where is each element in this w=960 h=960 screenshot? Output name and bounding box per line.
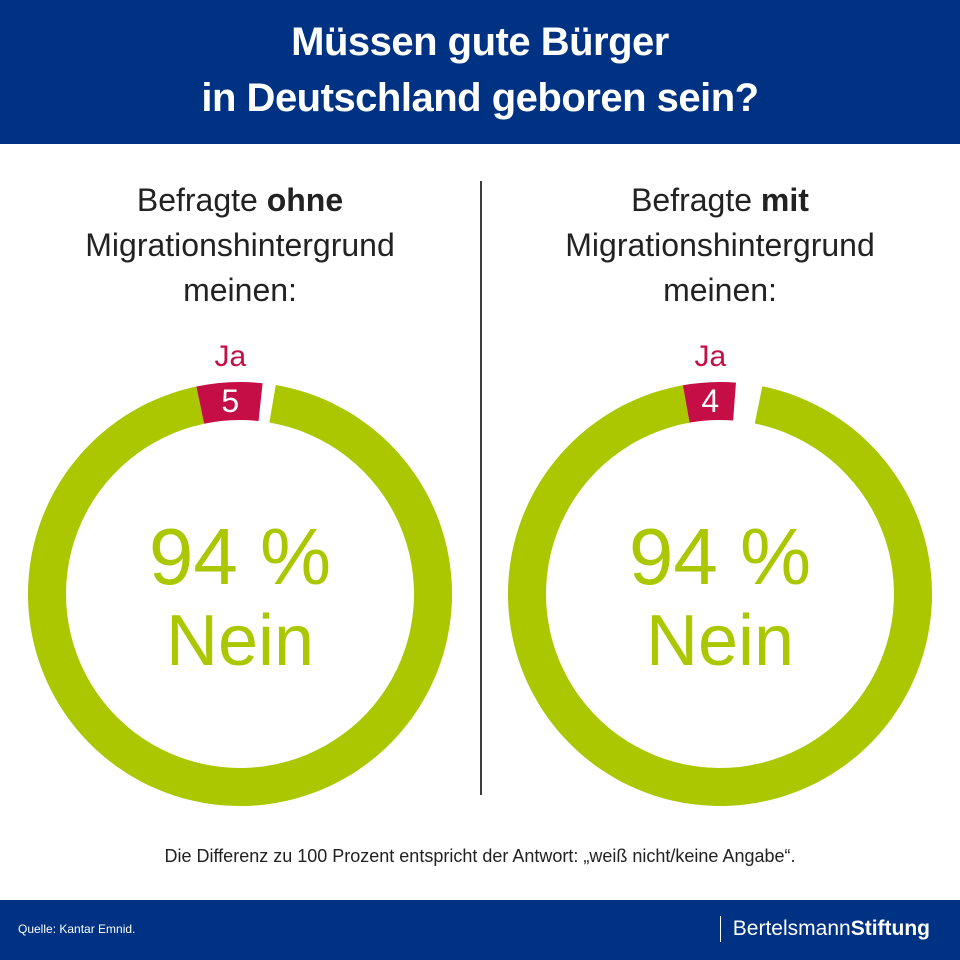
title-line-1: Müssen gute Bürger bbox=[291, 20, 669, 64]
heading-prefix: Befragte bbox=[136, 182, 267, 218]
footnote: Die Differenz zu 100 Prozent entspricht … bbox=[164, 846, 796, 866]
ja-label: Ja bbox=[694, 340, 726, 373]
brand-regular: Bertelsmann bbox=[732, 917, 851, 940]
heading-prefix: Befragte bbox=[631, 182, 761, 218]
center-value: 94 % bbox=[149, 512, 331, 601]
title-line-2: in Deutschland geboren sein? bbox=[201, 76, 759, 120]
ja-value-label: 5 bbox=[221, 383, 239, 419]
brand-bold: Stiftung bbox=[850, 917, 930, 940]
panel-divider bbox=[480, 181, 482, 795]
panel-heading-mit: Befragte mit Migrationshintergrund meine… bbox=[500, 178, 940, 313]
donut-chart-ohne: Ja 5 94 % Nein bbox=[28, 340, 453, 807]
donut-chart-mit: Ja 4 94 % Nein bbox=[508, 340, 933, 806]
ja-label: Ja bbox=[214, 340, 246, 373]
source-text: Quelle: Kantar Emnid. bbox=[18, 922, 136, 936]
center-label: Nein bbox=[646, 601, 794, 681]
ja-arc bbox=[682, 382, 736, 423]
heading-emphasis: mit bbox=[760, 182, 809, 218]
heading-line-2: Migrationshintergrund bbox=[565, 227, 875, 263]
heading-line-3: meinen: bbox=[663, 272, 777, 308]
brand-logo: BertelsmannStiftung bbox=[719, 916, 930, 942]
header-banner: Müssen gute Bürger in Deutschland gebore… bbox=[0, 0, 960, 144]
center-label: Nein bbox=[166, 601, 314, 681]
footer-banner: Quelle: Kantar Emnid. BertelsmannStiftun… bbox=[0, 900, 960, 960]
heading-line-2: Migrationshintergrund bbox=[85, 227, 395, 263]
ja-arc bbox=[196, 381, 263, 424]
ja-value-label: 4 bbox=[701, 383, 719, 419]
heading-emphasis: ohne bbox=[266, 182, 344, 218]
panel-heading-ohne: Befragte ohne Migrationshintergrund mein… bbox=[20, 178, 460, 313]
heading-line-3: meinen: bbox=[183, 272, 297, 308]
center-value: 94 % bbox=[629, 512, 811, 601]
